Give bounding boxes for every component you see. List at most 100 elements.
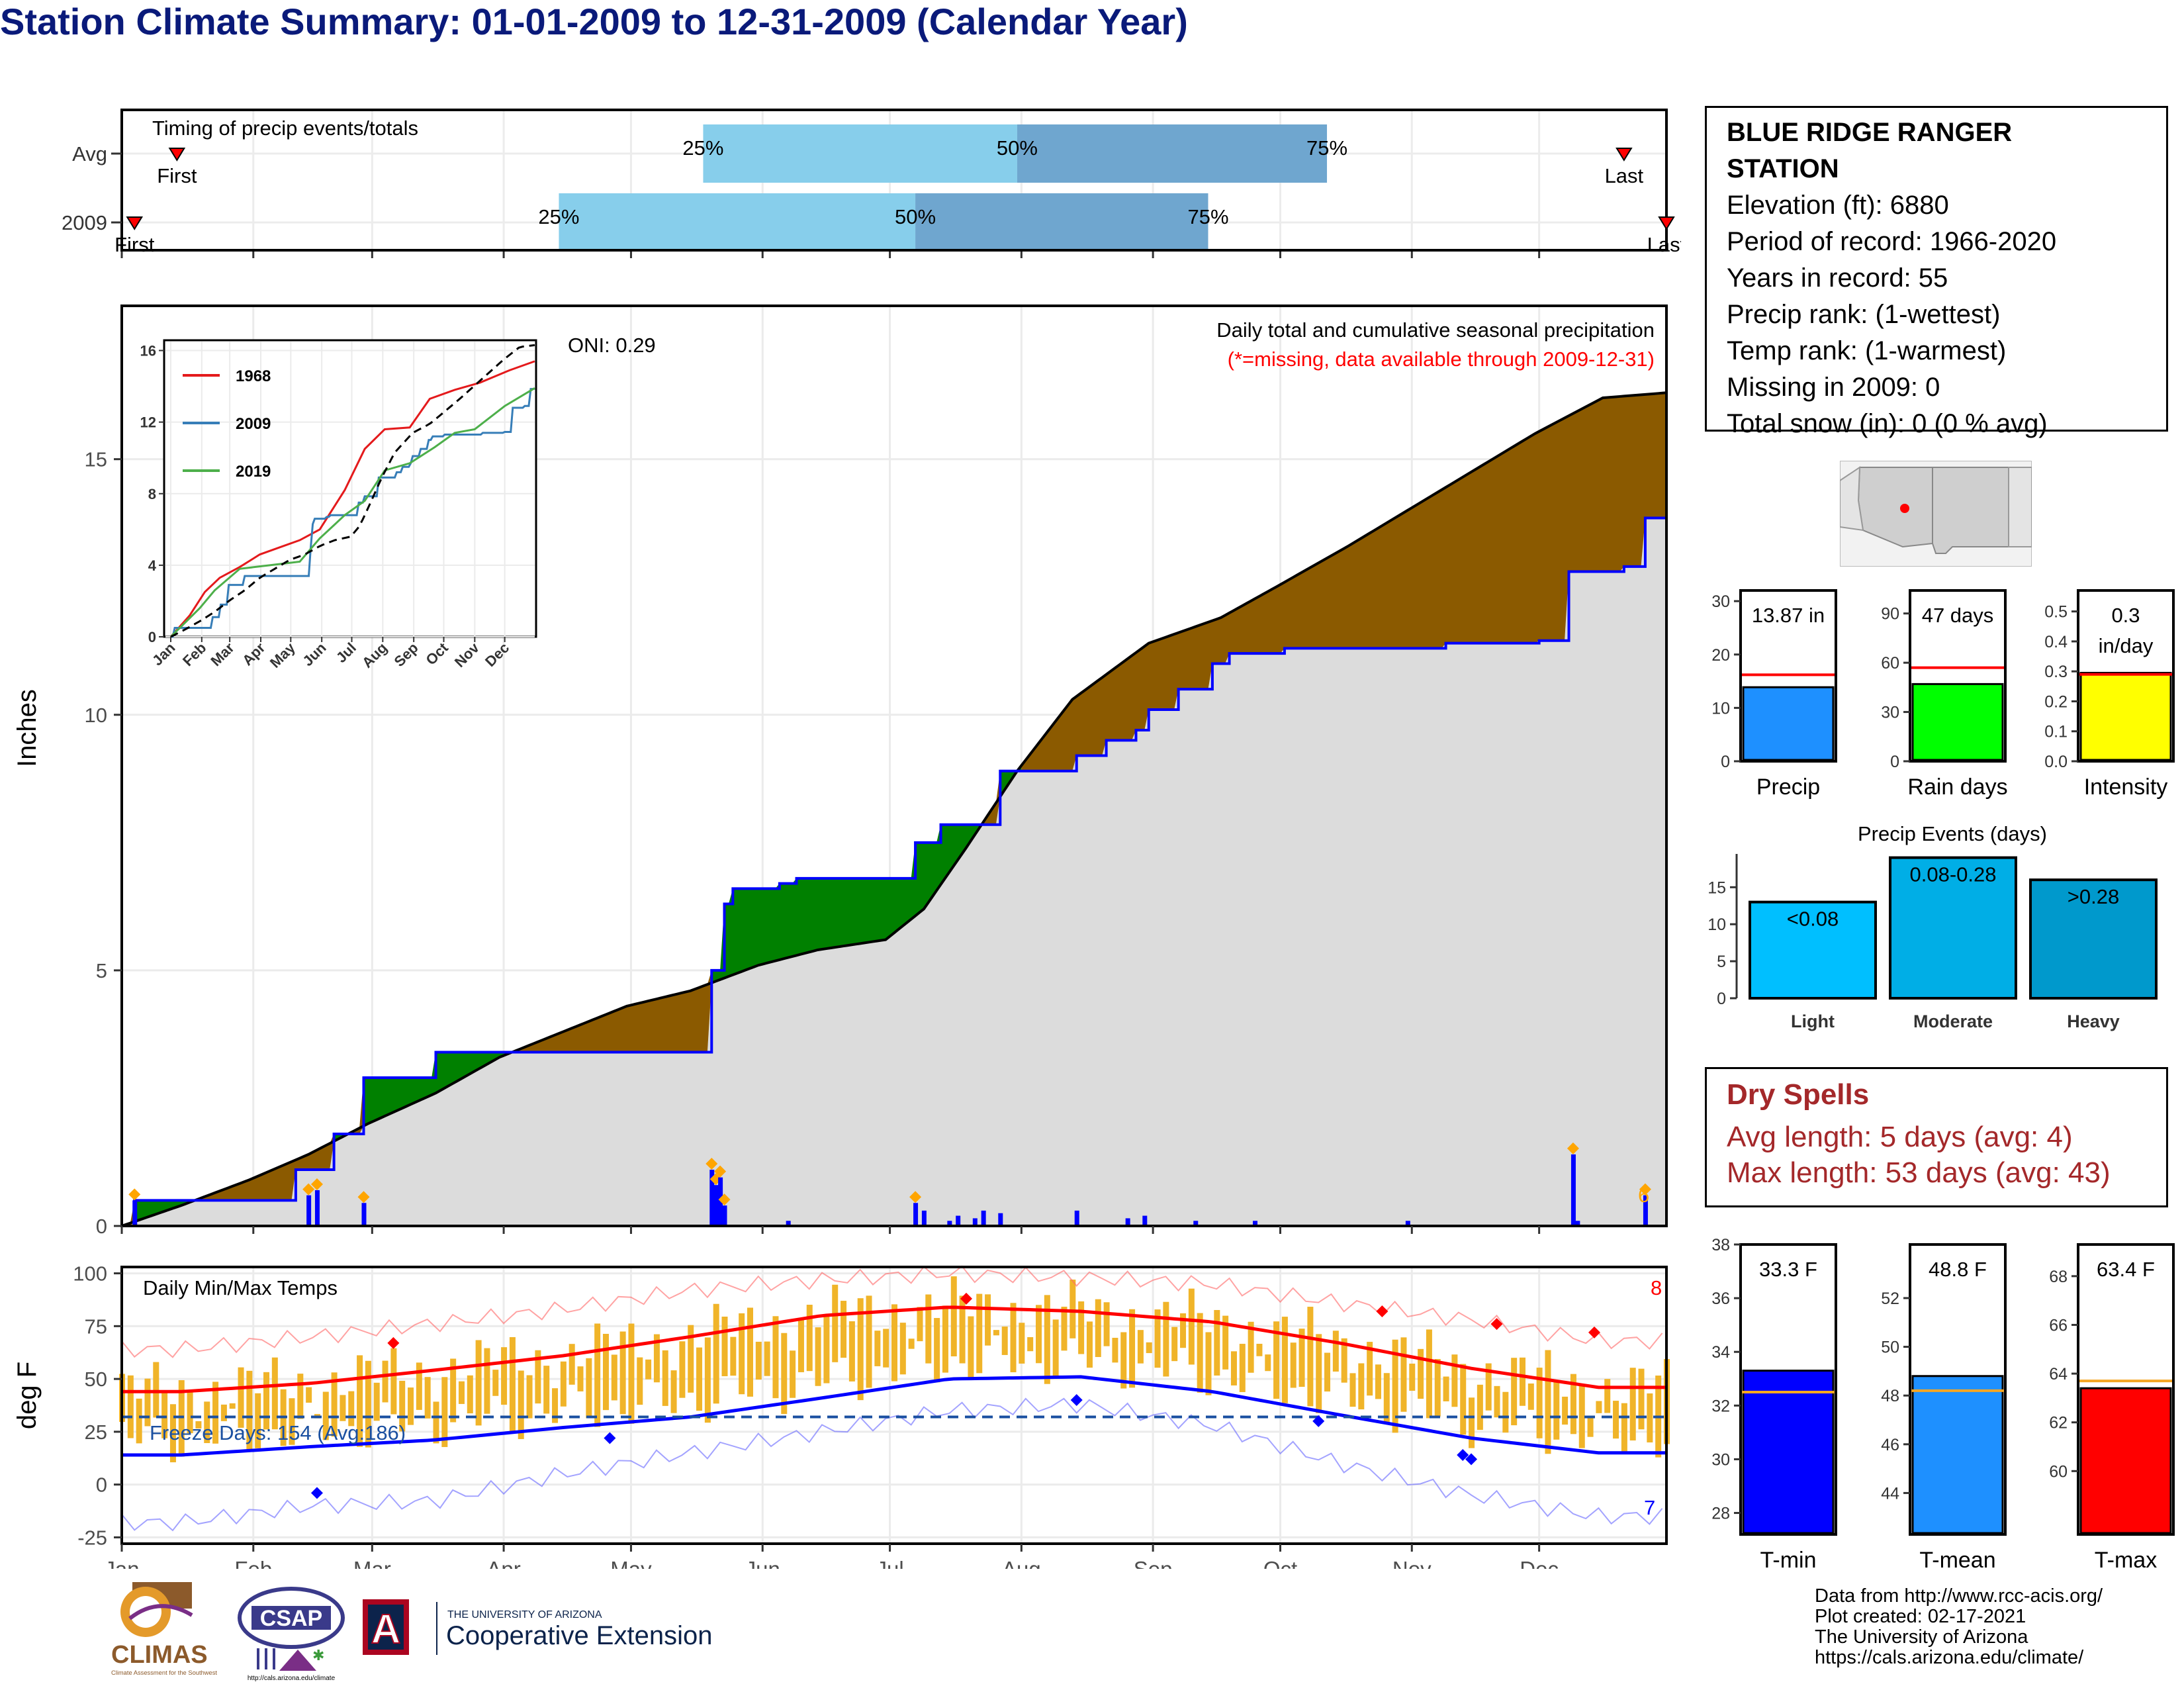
daily-temp-bar	[1553, 1381, 1560, 1440]
daily-temp-bar	[1010, 1303, 1017, 1373]
summary-intensity-value-label: in/day	[2099, 634, 2154, 657]
climas-logo-subtext: Climate Assessment for the Southwest	[111, 1669, 218, 1676]
daily-temp-bar	[1358, 1363, 1365, 1410]
summary-bars: 0 10 20 30 13.87 in Precip 0 30 60 90 47 days Rain …	[1711, 589, 2175, 800]
daily-temp-bar	[1527, 1383, 1534, 1410]
temp-bar-t-min-value-label: 33.3 F	[1759, 1258, 1817, 1281]
precip-event-bar-heavy	[2029, 878, 2158, 1000]
inset-x-tick-label: Feb	[179, 639, 209, 669]
daily-temp-bar	[797, 1319, 804, 1372]
daily-precip-bar	[913, 1203, 919, 1226]
inset-line-1968	[169, 360, 535, 637]
inset-legend-label: 2009	[236, 415, 271, 433]
daily-temp-bar	[1324, 1352, 1331, 1392]
inset-line-2009	[171, 387, 535, 638]
daily-temp-bar	[373, 1382, 380, 1421]
daily-temp-bar	[1519, 1357, 1525, 1406]
inset-x-tick-label: Jun	[299, 639, 329, 669]
month-label: Dec	[1520, 1557, 1559, 1569]
summary-rain-days-tick-label: 30	[1881, 704, 1899, 722]
daily-precip-bar	[306, 1195, 312, 1226]
station-temp-rank: Temp rank: (1-warmest)	[1727, 336, 2007, 365]
credits: Data from http://www.rcc-acis.org/ Plot …	[1815, 1586, 2103, 1668]
precip-2009-line	[122, 516, 1668, 1227]
daily-temp-bar	[747, 1307, 753, 1397]
timing-row-label: Avg	[72, 142, 107, 165]
daily-precip-bar	[1405, 1221, 1410, 1226]
daily-temp-bar	[1485, 1363, 1492, 1411]
timing-label-75: 75%	[1187, 205, 1228, 228]
daily-temp-bar	[1273, 1321, 1280, 1399]
first-event-marker	[168, 148, 186, 162]
daily-temp-bar	[602, 1333, 609, 1411]
summary-intensity-tick-label: 0.4	[2044, 633, 2068, 651]
daily-temp-bar	[891, 1304, 897, 1382]
daily-temp-bar	[1281, 1317, 1288, 1403]
summary-precip-tick-label: 10	[1711, 699, 1730, 718]
record-max-marker	[1376, 1305, 1388, 1318]
station-missing: Missing in 2009: 0	[1727, 373, 1940, 402]
daily-temp-bar	[1570, 1374, 1576, 1434]
timing-label-50: 50%	[997, 136, 1038, 160]
daily-temp-bar	[1171, 1327, 1178, 1362]
daily-precip-bar	[713, 1185, 719, 1226]
record-min-marker	[1070, 1394, 1083, 1407]
daily-temp-bar	[688, 1325, 694, 1393]
month-label: Mar	[353, 1557, 391, 1569]
daily-precip-bar	[981, 1210, 986, 1226]
last-event-marker	[1615, 148, 1633, 162]
daily-temp-bar	[611, 1354, 617, 1401]
daily-temp-bar	[823, 1316, 830, 1383]
inset-x-tick-label: Oct	[422, 639, 451, 668]
daily-temp-bar	[883, 1329, 889, 1368]
inset-x-tick-label: May	[267, 639, 298, 671]
inset-y-tick-label: 12	[140, 414, 156, 431]
temp-bar-t-mean-tick-label: 52	[1881, 1289, 1899, 1308]
precip-event-category-label: Moderate	[1913, 1011, 1993, 1031]
month-label: Jan	[104, 1557, 139, 1569]
daily-temp-bar	[1341, 1338, 1347, 1383]
daily-temp-bar	[959, 1295, 966, 1364]
daily-temp-bar	[1443, 1376, 1449, 1401]
daily-precip-record-marker	[1639, 1183, 1651, 1196]
daily-temp-bar	[348, 1391, 355, 1427]
temp-bar-t-mean-value-bar	[1911, 1375, 2004, 1534]
temp-bar-t-min-tick-label: 28	[1711, 1505, 1730, 1523]
timing-label-75: 75%	[1306, 136, 1347, 160]
precip-event-value-label: <0.08	[1787, 908, 1839, 931]
daily-temp-bar	[1383, 1373, 1390, 1423]
daily-temp-bar	[1536, 1368, 1543, 1438]
dry-spells-avg: Avg length: 5 days (avg: 4)	[1727, 1121, 2073, 1153]
summary-intensity-tick-label: 0.3	[2044, 663, 2068, 681]
daily-temp-bar	[526, 1375, 533, 1419]
daily-temp-bar	[433, 1401, 439, 1444]
summary-intensity-tick-label: 0.5	[2044, 603, 2068, 622]
temp-y-tick-label: -25	[77, 1526, 107, 1549]
station-snow: Total snow (in): 0 (0 % avg)	[1727, 409, 2048, 438]
daily-temp-bar	[1460, 1364, 1467, 1435]
daily-temp-bar	[1562, 1396, 1569, 1425]
month-label: Apr	[486, 1557, 520, 1569]
daily-temp-bar	[1418, 1348, 1424, 1399]
daily-temp-bar	[501, 1347, 508, 1405]
last-event-marker	[1658, 216, 1675, 230]
summary-precip-value-bar	[1742, 686, 1835, 761]
summary-rain-days-tick-label: 90	[1881, 605, 1899, 624]
dry-spells-box: Dry Spells Avg length: 5 days (avg: 4) M…	[1705, 1067, 2168, 1207]
month-label: Nov	[1392, 1557, 1432, 1569]
daily-temp-bar	[1129, 1309, 1136, 1388]
summary-intensity-value-bar	[2079, 671, 2172, 761]
timing-bar-50-75	[1017, 124, 1328, 183]
daily-temp-bar	[934, 1318, 940, 1383]
daily-temp-bar	[1230, 1351, 1237, 1385]
station-years: Years in record: 55	[1727, 263, 1948, 293]
daily-temp-bar	[899, 1323, 906, 1375]
daily-temp-bar	[560, 1361, 567, 1407]
ua-line2: Cooperative Extension	[446, 1621, 712, 1650]
daily-temp-bar	[586, 1358, 592, 1419]
daily-temp-bar	[1061, 1306, 1068, 1351]
page-title: Station Climate Summary: 01-01-2009 to 1…	[0, 1, 1188, 42]
svg-text:✱: ✱	[312, 1647, 324, 1664]
oni-label: ONI: 0.29	[568, 334, 656, 357]
inset-x-tick-label: Aug	[359, 639, 390, 671]
